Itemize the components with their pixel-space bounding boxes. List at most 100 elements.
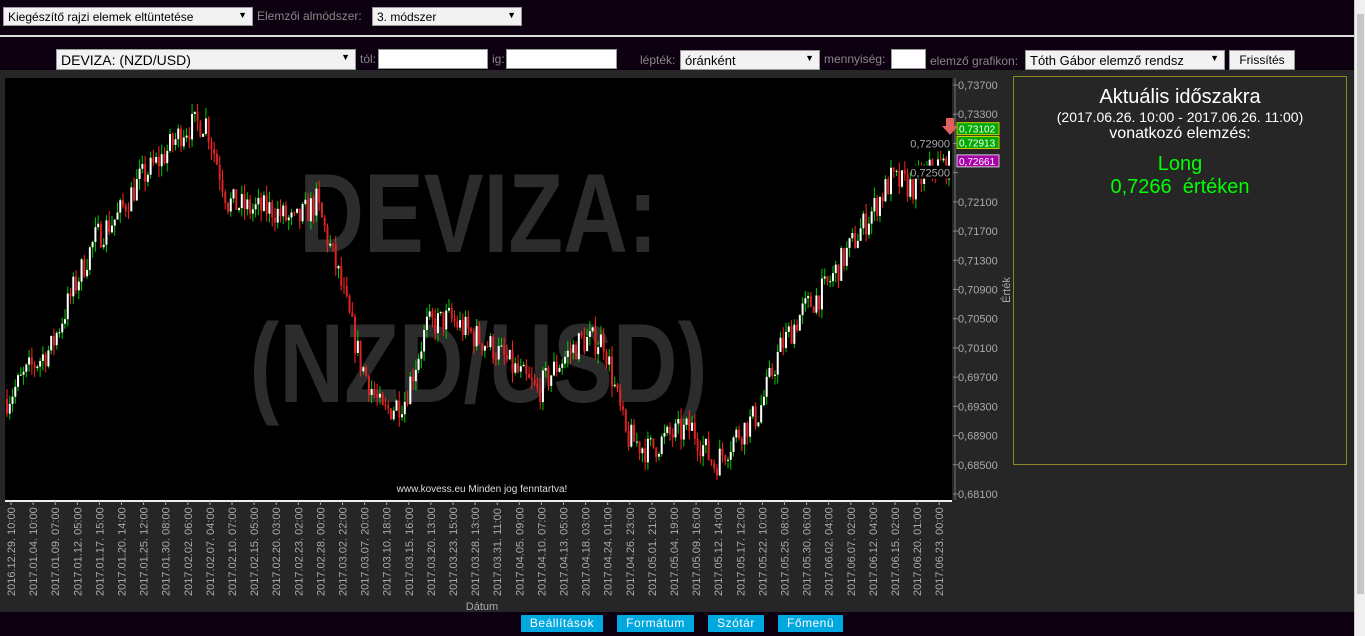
settings-button[interactable]: Beállítások: [521, 615, 603, 632]
candle-body: [760, 405, 763, 423]
candle-body: [856, 240, 859, 248]
x-tick-label: 2017.04.18. 03:00: [581, 507, 593, 596]
analysis-chart-select[interactable]: Tóth Gábor elemző rendsz ▼: [1025, 50, 1225, 70]
scale-label: lépték:: [640, 53, 676, 67]
y-tick-label: 0,68500: [958, 460, 998, 472]
scrollbar-thumb[interactable]: [1357, 14, 1364, 594]
candle-body: [865, 213, 868, 235]
candle-body: [28, 357, 31, 365]
candle-body: [260, 197, 263, 211]
candle-body: [130, 187, 133, 212]
candle-body: [213, 149, 216, 154]
candle-body: [337, 265, 340, 269]
drawing-elements-select[interactable]: Kiegészítő rajzi elemek eltüntetése ▼: [3, 7, 253, 26]
candle-body: [312, 198, 315, 216]
candle-body: [50, 335, 53, 351]
x-tick-label: 2017.06.12. 04:00: [868, 507, 880, 596]
main-menu-button[interactable]: Főmenü: [778, 615, 843, 632]
y-axis-title: Érték: [1000, 277, 1013, 303]
candle-body: [19, 374, 22, 376]
x-tick-label: 2017.01.04. 10:00: [28, 507, 40, 596]
price-marker-label: 0,72913: [959, 138, 996, 149]
candle-body: [674, 423, 677, 438]
candle-body: [155, 156, 158, 163]
y-tick-label-bg: [912, 136, 951, 150]
candle-body: [569, 350, 572, 353]
candle-body: [564, 356, 567, 364]
candle-body: [749, 416, 752, 437]
y-tick-label: 0,68100: [958, 489, 998, 501]
from-input[interactable]: [378, 49, 488, 69]
x-tick-label: 2017.06.02. 04:00: [824, 507, 836, 596]
candle-body: [743, 422, 746, 445]
candle-body: [276, 208, 279, 223]
candle-body: [680, 419, 683, 440]
candle-body: [536, 383, 539, 388]
candle-body: [199, 121, 202, 137]
candle-body: [823, 276, 826, 279]
candle-body: [892, 167, 895, 172]
candle-body: [356, 340, 359, 353]
candle-body: [182, 137, 185, 147]
candle-body: [677, 419, 680, 424]
candle-body: [517, 363, 520, 372]
scrollbar[interactable]: [1354, 0, 1365, 636]
format-button[interactable]: Formátum: [617, 615, 694, 632]
candle-body: [638, 441, 641, 454]
submethod-select[interactable]: 3. módszer ▼: [372, 7, 522, 26]
candle-body: [448, 308, 450, 311]
candle-body: [273, 217, 276, 223]
instrument-select[interactable]: DEVIZA: (NZD/USD) ▼: [56, 49, 356, 70]
candle-body: [597, 347, 600, 355]
candle-body: [367, 375, 370, 396]
candle-body: [365, 367, 368, 376]
candle-body: [693, 422, 696, 439]
to-input[interactable]: [506, 49, 617, 69]
x-tick-label: 2017.04.05. 09:00: [514, 507, 526, 596]
refresh-button[interactable]: Frissítés: [1229, 50, 1295, 70]
x-tick-label: 2016.12.29. 10:00: [6, 507, 18, 596]
candle-body: [757, 422, 760, 427]
candle-body: [657, 453, 660, 457]
candle-body: [345, 286, 348, 296]
chevron-down-icon: ▼: [507, 10, 516, 20]
chart-plot: [5, 78, 952, 500]
candle-body: [492, 336, 495, 359]
candle-body: [552, 361, 555, 376]
candle-body: [456, 321, 459, 328]
candle-body: [160, 154, 163, 167]
candle-body: [343, 285, 346, 287]
x-tick-label: 2017.05.09. 16:00: [691, 507, 703, 596]
candle-body: [511, 349, 514, 373]
candle-body: [591, 327, 594, 332]
scale-select[interactable]: óránként ▼: [680, 50, 820, 70]
candle-body: [870, 211, 873, 224]
quantity-input[interactable]: [891, 49, 926, 69]
candle-body: [854, 233, 857, 248]
price-marker: [956, 154, 1000, 168]
candle-body: [633, 424, 636, 442]
candle-body: [340, 265, 343, 286]
candle-body: [58, 332, 61, 334]
candle-body: [257, 197, 260, 205]
x-tick-label: 2017.01.25. 12:00: [139, 507, 151, 596]
candle-body: [135, 179, 138, 201]
candle-body: [691, 422, 694, 431]
candle-body: [793, 324, 796, 344]
candle-body: [624, 409, 627, 431]
candle-body: [671, 434, 674, 438]
candle-body: [575, 344, 578, 360]
candle-body: [33, 364, 36, 369]
candle-body: [884, 179, 887, 202]
candle-body: [279, 208, 282, 217]
dictionary-button[interactable]: Szótár: [708, 615, 764, 632]
candle-body: [434, 317, 437, 334]
candle-body: [878, 197, 881, 216]
candle-body: [688, 418, 691, 431]
x-tick-label: 2017.03.15. 16:00: [404, 507, 416, 596]
candle-body: [845, 247, 848, 266]
candle-body: [218, 164, 221, 180]
candle-body: [602, 334, 605, 352]
x-tick-label: 2017.03.23. 15:00: [448, 507, 460, 596]
candle-body: [801, 303, 804, 316]
